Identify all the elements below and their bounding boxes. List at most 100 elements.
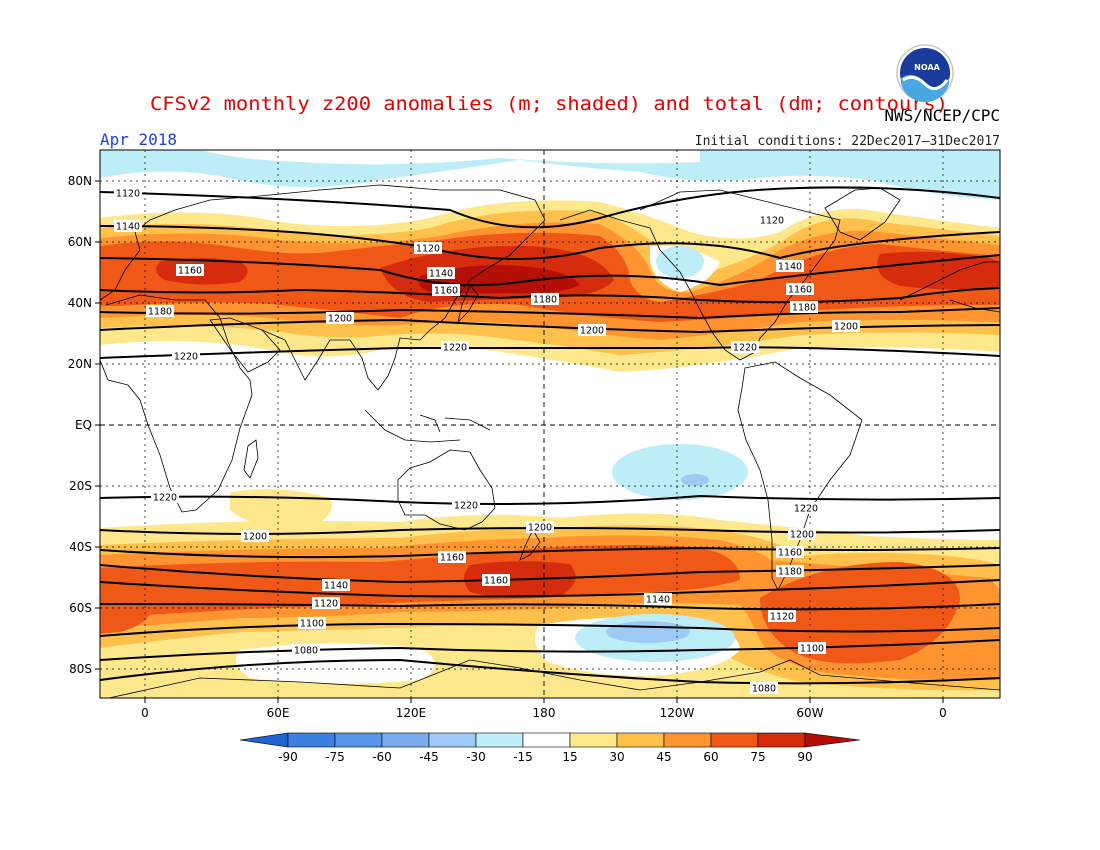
contour-label: 1120 <box>416 244 440 255</box>
colorbar-swatch <box>334 732 383 748</box>
contour-label: 1200 <box>580 326 604 337</box>
contour-label: 1160 <box>178 266 202 277</box>
forecast-period: Apr 2018 <box>100 130 177 149</box>
contour-label: 1080 <box>294 646 318 657</box>
contour-label: 1080 <box>752 684 776 695</box>
map-frame <box>99 149 1001 699</box>
contour-label: 1200 <box>790 530 814 541</box>
colorbar-swatch <box>428 732 477 748</box>
colorbar-level-label: -15 <box>513 750 533 764</box>
contour-label: 1180 <box>778 567 802 578</box>
australia-coast <box>397 449 496 531</box>
contour-label: 1160 <box>778 548 802 559</box>
contour-labels: 1120 1140 1160 1180 1200 1220 1120 1140 1160 1180… <box>114 187 860 695</box>
contour-label: 1120 <box>770 612 794 623</box>
contour-label: 1180 <box>148 307 172 318</box>
colorbar-level-label: -75 <box>325 750 345 764</box>
lat-tick-label: 20N <box>68 357 92 371</box>
lat-tick-label: 60S <box>69 601 92 615</box>
colorbar-level-label: -60 <box>372 750 392 764</box>
colorbar-swatch <box>710 732 759 748</box>
colorbar-swatch <box>569 732 618 748</box>
contour-label: 1160 <box>440 553 464 564</box>
contour-label: 1140 <box>778 262 802 273</box>
contour-label: 1120 <box>760 216 784 227</box>
colorbar-swatch <box>757 732 806 748</box>
agency-label: NWS/NCEP/CPC <box>884 106 1000 125</box>
colorbar-swatch <box>522 732 571 748</box>
lat-tick-label: 20S <box>69 479 92 493</box>
contour-label: 1200 <box>328 314 352 325</box>
lat-tick-label: 40S <box>69 540 92 554</box>
map-gridlines <box>100 150 1000 698</box>
madagascar-coast <box>243 439 259 479</box>
colorbar-swatch <box>475 732 524 748</box>
contour-label: 1100 <box>300 619 324 630</box>
eurasia-coast <box>100 184 546 391</box>
figure-title: CFSv2 monthly z200 anomalies (m; shaded)… <box>150 93 948 115</box>
colorbar-swatch <box>287 732 336 748</box>
contour-label: 1120 <box>314 599 338 610</box>
colorbar-level-label: 60 <box>703 750 718 764</box>
contour-label: 1220 <box>443 343 467 354</box>
latitude-axis: 80N 60N 40N 20N EQ 20S 40S 60S 80S <box>68 174 100 676</box>
contour-label: 1140 <box>116 222 140 233</box>
contour-label: 1220 <box>454 501 478 512</box>
lon-tick-label: 120E <box>396 706 427 720</box>
japan-coast <box>457 284 479 324</box>
noaa-logo-icon: NOAA <box>896 44 954 102</box>
greenland-coast <box>824 187 901 241</box>
contour-label: 1200 <box>834 322 858 333</box>
colorbar-level-label: 15 <box>562 750 577 764</box>
contour-label: 1160 <box>788 285 812 296</box>
colorbar-level-label: 30 <box>609 750 624 764</box>
colorbar-level-label: -45 <box>419 750 439 764</box>
logo-lettering: NOAA <box>914 63 940 72</box>
contour-label: 1180 <box>792 303 816 314</box>
colorbar: -90 -75 -60 -45 -30 -15 15 30 45 60 75 90 <box>239 732 861 764</box>
lon-tick-label: 60W <box>796 706 823 720</box>
colorbar-high-arrow <box>804 732 861 748</box>
map-panel: 1120 1140 1160 1180 1200 1220 1120 1140 1160 1180… <box>100 150 1000 698</box>
new-zealand-coast <box>519 529 541 561</box>
contour-label: 1120 <box>116 189 140 200</box>
colorbar-swatch <box>616 732 665 748</box>
colorbar-swatch <box>381 732 430 748</box>
contour-label: 1200 <box>528 523 552 534</box>
lon-tick-label: 0 <box>141 706 149 720</box>
lat-tick-label: 80N <box>68 174 92 188</box>
colorbar-level-label: 75 <box>750 750 765 764</box>
lon-tick-label: 180 <box>533 706 556 720</box>
contour-label: 1140 <box>429 269 453 280</box>
antarctica-coast <box>107 659 1000 698</box>
contour-label: 1100 <box>800 644 824 655</box>
contour-label: 1160 <box>434 286 458 297</box>
contour-label: 1140 <box>324 581 348 592</box>
contour-label: 1220 <box>174 352 198 363</box>
lon-tick-label: 60E <box>267 706 290 720</box>
initial-conditions: Initial conditions: 22Dec2017–31Dec2017 <box>695 134 1000 149</box>
colorbar-level-label: 45 <box>656 750 671 764</box>
africa-coast <box>100 294 253 513</box>
indonesia-coast <box>364 409 491 443</box>
contour-label: 1180 <box>533 295 557 306</box>
lon-tick-label: 120W <box>660 706 695 720</box>
lat-tick-label: 60N <box>68 235 92 249</box>
colorbar-swatch <box>663 732 712 748</box>
lon-tick-label: 0 <box>939 706 947 720</box>
contour-label: 1220 <box>794 504 818 515</box>
lat-tick-label: 80S <box>69 662 92 676</box>
contour-label: 1220 <box>153 493 177 504</box>
longitude-axis: 0 60E 120E 180 120W 60W 0 <box>141 698 947 720</box>
arabia-coast <box>209 317 281 373</box>
colorbar-level-label: -30 <box>466 750 486 764</box>
colorbar-level-label: -90 <box>278 750 298 764</box>
lat-tick-label: EQ <box>75 418 92 432</box>
colorbar-low-arrow <box>239 732 289 748</box>
contour-label: 1140 <box>646 595 670 606</box>
contour-label: 1200 <box>243 532 267 543</box>
map-reference-lines <box>100 150 1000 698</box>
contour-label: 1160 <box>484 576 508 587</box>
colorbar-level-label: 90 <box>797 750 812 764</box>
